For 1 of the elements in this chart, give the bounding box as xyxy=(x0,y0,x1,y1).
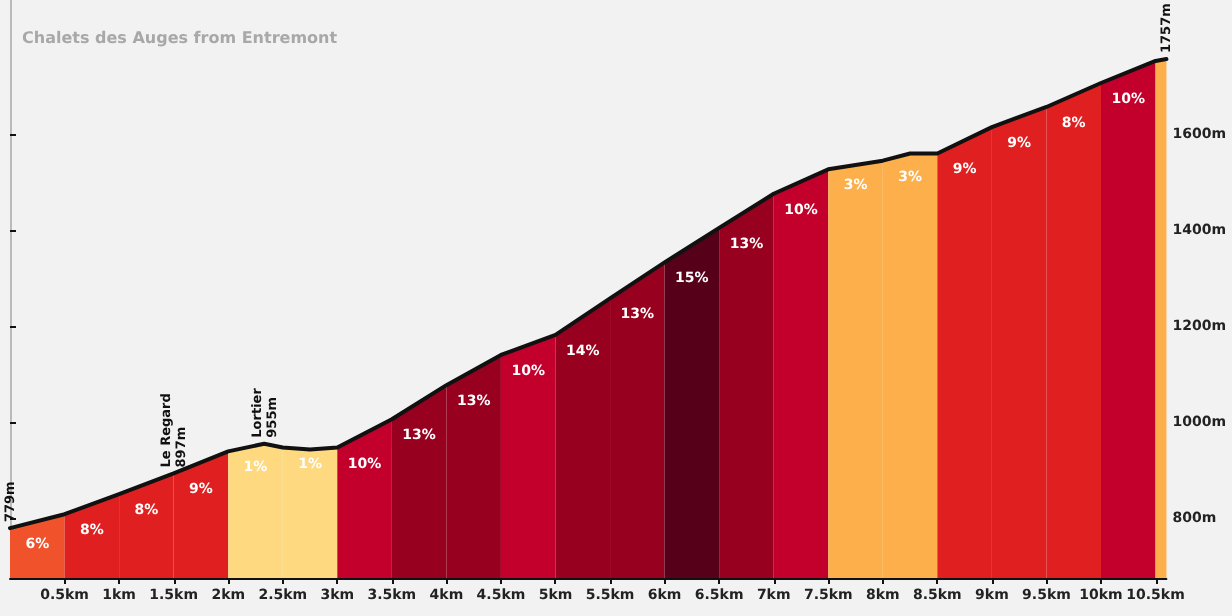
text: Chalets des Auges from Entremont xyxy=(22,29,338,47)
